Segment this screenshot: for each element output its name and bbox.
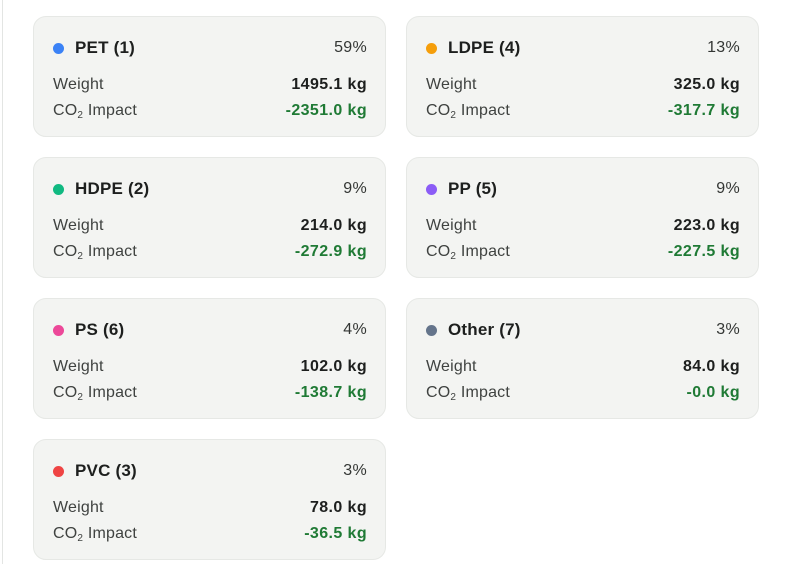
co2-value: -2351.0 kg bbox=[285, 102, 367, 119]
weight-label: Weight bbox=[426, 358, 477, 375]
plastic-name: Other (7) bbox=[448, 320, 521, 339]
card-title: PET (1) bbox=[53, 38, 135, 58]
card-title: LDPE (4) bbox=[426, 38, 520, 58]
plastic-name: PP (5) bbox=[448, 179, 498, 198]
card-header: PVC (3) 3% bbox=[53, 460, 367, 482]
co2-label: CO2 Impact bbox=[426, 243, 511, 262]
card-header: HDPE (2) 9% bbox=[53, 178, 367, 200]
co2-row: CO2 Impact -317.7 kg bbox=[426, 101, 740, 121]
share-percent: 3% bbox=[343, 462, 367, 479]
weight-value: 1495.1 kg bbox=[291, 76, 367, 93]
plastic-name: PVC (3) bbox=[75, 461, 137, 480]
co2-value: -272.9 kg bbox=[294, 243, 367, 260]
weight-value: 214.0 kg bbox=[300, 217, 367, 234]
co2-row: CO2 Impact -2351.0 kg bbox=[53, 101, 367, 121]
plastic-name: LDPE (4) bbox=[448, 38, 521, 57]
card-title: PS (6) bbox=[53, 320, 124, 340]
plastic-name: PET (1) bbox=[75, 38, 135, 57]
weight-value: 102.0 kg bbox=[300, 358, 367, 375]
weight-value: 78.0 kg bbox=[309, 499, 367, 516]
plastic-card: PVC (3) 3% Weight 78.0 kg CO2 Impact -36… bbox=[33, 439, 386, 560]
co2-label: CO2 Impact bbox=[426, 384, 511, 403]
weight-value: 84.0 kg bbox=[682, 358, 740, 375]
co2-row: CO2 Impact -272.9 kg bbox=[53, 242, 367, 262]
weight-value: 223.0 kg bbox=[673, 217, 740, 234]
co2-value: -0.0 kg bbox=[686, 384, 740, 401]
card-title: PP (5) bbox=[426, 179, 497, 199]
weight-row: Weight 214.0 kg bbox=[53, 216, 367, 236]
plastic-card: LDPE (4) 13% Weight 325.0 kg CO2 Impact … bbox=[406, 16, 759, 137]
weight-row: Weight 223.0 kg bbox=[426, 216, 740, 236]
share-percent: 9% bbox=[716, 180, 740, 197]
card-header: PS (6) 4% bbox=[53, 319, 367, 341]
weight-label: Weight bbox=[53, 217, 104, 234]
plastic-card: Other (7) 3% Weight 84.0 kg CO2 Impact -… bbox=[406, 298, 759, 419]
co2-value: -227.5 kg bbox=[667, 243, 740, 260]
card-title: Other (7) bbox=[426, 320, 521, 340]
share-percent: 9% bbox=[343, 180, 367, 197]
co2-label: CO2 Impact bbox=[53, 243, 138, 262]
weight-row: Weight 84.0 kg bbox=[426, 357, 740, 377]
co2-row: CO2 Impact -36.5 kg bbox=[53, 524, 367, 544]
plastic-card: PS (6) 4% Weight 102.0 kg CO2 Impact -13… bbox=[33, 298, 386, 419]
co2-row: CO2 Impact -227.5 kg bbox=[426, 242, 740, 262]
weight-label: Weight bbox=[426, 76, 477, 93]
weight-label: Weight bbox=[53, 499, 104, 516]
co2-value: -36.5 kg bbox=[304, 525, 367, 542]
co2-label: CO2 Impact bbox=[53, 525, 138, 544]
plastic-name: PS (6) bbox=[75, 320, 125, 339]
co2-value: -317.7 kg bbox=[667, 102, 740, 119]
color-dot-icon bbox=[53, 465, 64, 477]
plastic-type-grid: PET (1) 59% Weight 1495.1 kg CO2 Impact … bbox=[33, 16, 759, 560]
co2-label: CO2 Impact bbox=[426, 102, 511, 121]
left-divider bbox=[2, 0, 3, 564]
weight-row: Weight 102.0 kg bbox=[53, 357, 367, 377]
co2-row: CO2 Impact -0.0 kg bbox=[426, 383, 740, 403]
card-header: PET (1) 59% bbox=[53, 37, 367, 59]
share-percent: 59% bbox=[334, 39, 367, 56]
weight-label: Weight bbox=[53, 358, 104, 375]
co2-label: CO2 Impact bbox=[53, 102, 138, 121]
color-dot-icon bbox=[53, 183, 64, 195]
co2-value: -138.7 kg bbox=[294, 384, 367, 401]
color-dot-icon bbox=[53, 42, 64, 54]
weight-row: Weight 78.0 kg bbox=[53, 498, 367, 518]
plastic-card: PP (5) 9% Weight 223.0 kg CO2 Impact -22… bbox=[406, 157, 759, 278]
plastic-name: HDPE (2) bbox=[75, 179, 150, 198]
share-percent: 3% bbox=[716, 321, 740, 338]
weight-row: Weight 325.0 kg bbox=[426, 75, 740, 95]
weight-row: Weight 1495.1 kg bbox=[53, 75, 367, 95]
plastic-card: PET (1) 59% Weight 1495.1 kg CO2 Impact … bbox=[33, 16, 386, 137]
co2-row: CO2 Impact -138.7 kg bbox=[53, 383, 367, 403]
plastic-card: HDPE (2) 9% Weight 214.0 kg CO2 Impact -… bbox=[33, 157, 386, 278]
color-dot-icon bbox=[426, 42, 437, 54]
card-title: HDPE (2) bbox=[53, 179, 149, 199]
share-percent: 4% bbox=[343, 321, 367, 338]
card-header: LDPE (4) 13% bbox=[426, 37, 740, 59]
weight-label: Weight bbox=[53, 76, 104, 93]
weight-label: Weight bbox=[426, 217, 477, 234]
color-dot-icon bbox=[426, 183, 437, 195]
card-header: PP (5) 9% bbox=[426, 178, 740, 200]
card-title: PVC (3) bbox=[53, 461, 137, 481]
color-dot-icon bbox=[53, 324, 64, 336]
card-header: Other (7) 3% bbox=[426, 319, 740, 341]
co2-label: CO2 Impact bbox=[53, 384, 138, 403]
color-dot-icon bbox=[426, 324, 437, 336]
share-percent: 13% bbox=[707, 39, 740, 56]
weight-value: 325.0 kg bbox=[673, 76, 740, 93]
